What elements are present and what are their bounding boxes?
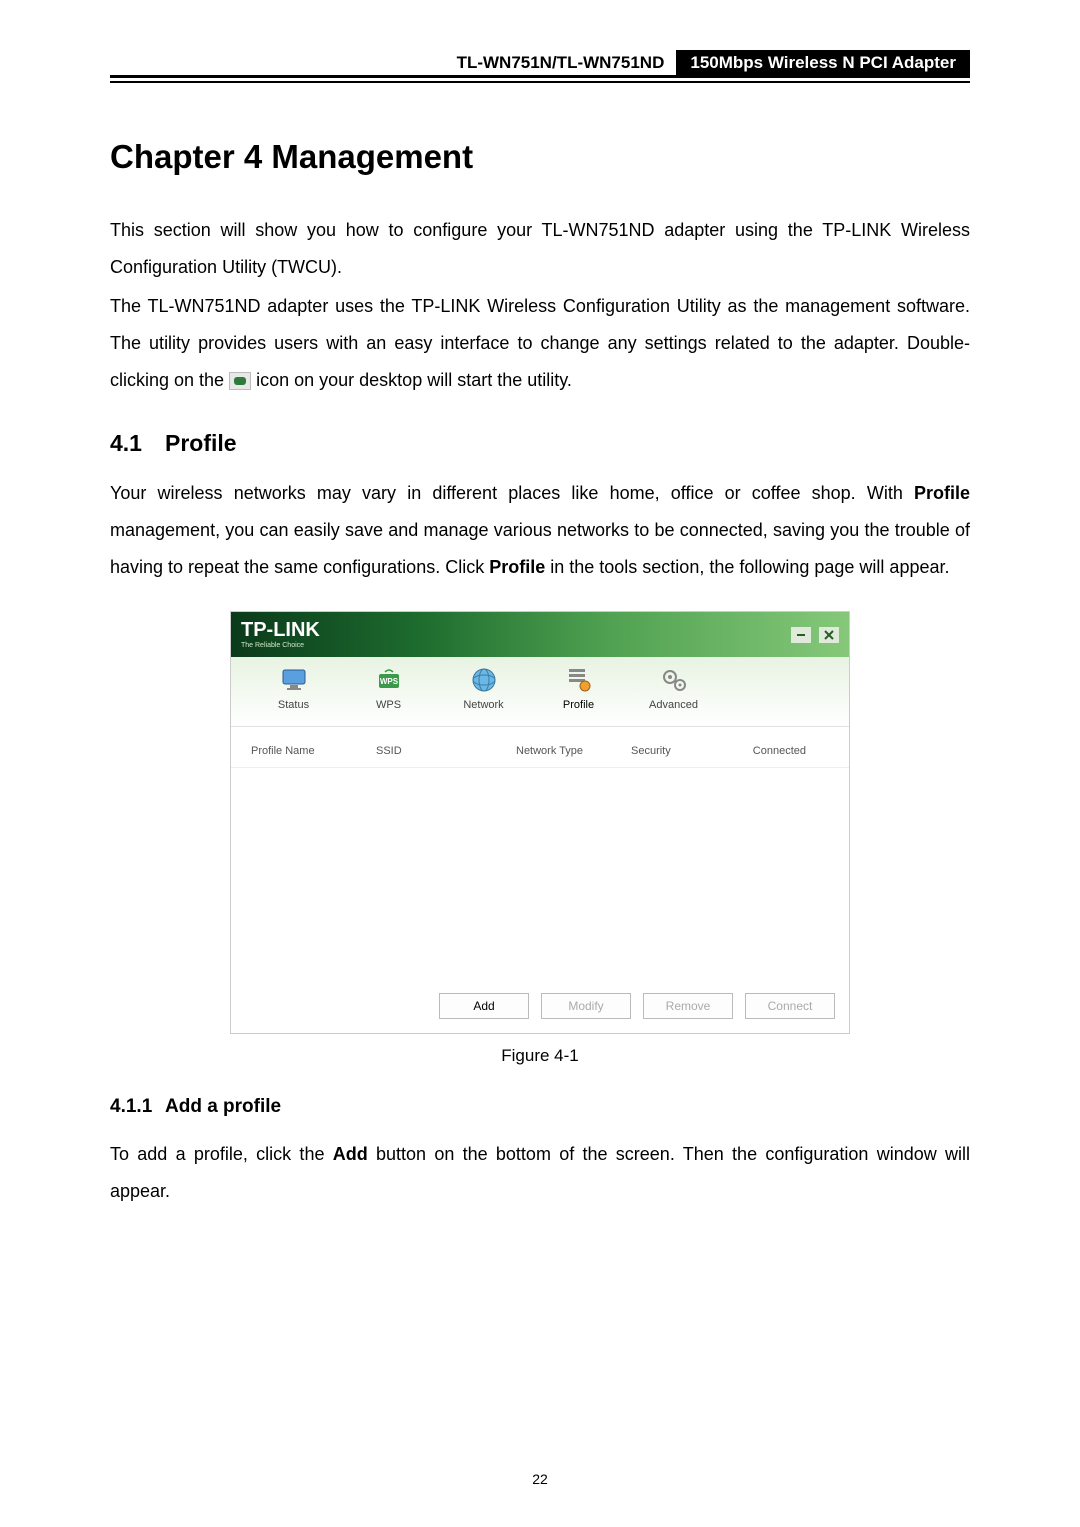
gears-icon bbox=[659, 665, 689, 695]
intro-paragraph-1: This section will show you how to config… bbox=[110, 212, 970, 286]
col-profile-name: Profile Name bbox=[251, 745, 376, 757]
section-title: Profile bbox=[165, 430, 237, 456]
globe-icon bbox=[469, 665, 499, 695]
tab-advanced[interactable]: Advanced bbox=[626, 665, 721, 726]
list-gear-icon bbox=[564, 665, 594, 695]
add-button[interactable]: Add bbox=[439, 993, 529, 1019]
tab-status[interactable]: Status bbox=[246, 665, 341, 726]
intro-paragraph-2: The TL-WN751ND adapter uses the TP-LINK … bbox=[110, 288, 970, 399]
chapter-heading: Chapter 4 Management bbox=[110, 138, 970, 176]
minimize-button[interactable] bbox=[791, 627, 811, 643]
profile-table-body bbox=[231, 768, 849, 983]
header-model: TL-WN751N/TL-WN751ND bbox=[110, 50, 676, 75]
col-connected: Connected bbox=[726, 745, 806, 757]
profile-bold-2: Profile bbox=[489, 557, 545, 577]
tab-network-label: Network bbox=[463, 699, 503, 711]
tab-profile[interactable]: Profile bbox=[531, 665, 626, 726]
header-rule bbox=[110, 81, 970, 83]
figure-caption: Figure 4-1 bbox=[110, 1046, 970, 1066]
tab-advanced-label: Advanced bbox=[649, 699, 698, 711]
brand-logo-text: TP-LINK bbox=[241, 620, 320, 640]
col-ssid: SSID bbox=[376, 745, 516, 757]
tab-status-label: Status bbox=[278, 699, 309, 711]
section-number: 4.1 bbox=[110, 430, 165, 457]
svg-text:WPS: WPS bbox=[379, 677, 398, 686]
monitor-icon bbox=[279, 665, 309, 695]
window-controls bbox=[791, 627, 839, 643]
modify-button[interactable]: Modify bbox=[541, 993, 631, 1019]
tab-network[interactable]: Network bbox=[436, 665, 531, 726]
section-heading-profile: 4.1Profile bbox=[110, 430, 970, 457]
profile-bold-1: Profile bbox=[914, 483, 970, 503]
page-number: 22 bbox=[0, 1471, 1080, 1487]
header-product: 150Mbps Wireless N PCI Adapter bbox=[676, 50, 970, 75]
profile-paragraph: Your wireless networks may vary in diffe… bbox=[110, 475, 970, 586]
close-button[interactable] bbox=[819, 627, 839, 643]
twcu-window: TP-LINK The Reliable Choice Status bbox=[230, 611, 850, 1034]
col-security: Security bbox=[631, 745, 726, 757]
desktop-utility-icon bbox=[229, 372, 251, 390]
tab-profile-label: Profile bbox=[563, 699, 594, 711]
addp-bold: Add bbox=[333, 1144, 368, 1164]
document-header: TL-WN751N/TL-WN751ND 150Mbps Wireless N … bbox=[110, 50, 970, 78]
profile-table-header: Profile Name SSID Network Type Security … bbox=[231, 727, 849, 768]
wps-icon: WPS bbox=[374, 665, 404, 695]
titlebar: TP-LINK The Reliable Choice bbox=[231, 612, 849, 657]
profile-p-a: Your wireless networks may vary in diffe… bbox=[110, 483, 914, 503]
window-footer: Add Modify Remove Connect bbox=[231, 983, 849, 1033]
tab-wps-label: WPS bbox=[376, 699, 401, 711]
add-profile-paragraph: To add a profile, click the Add button o… bbox=[110, 1136, 970, 1210]
connect-button[interactable]: Connect bbox=[745, 993, 835, 1019]
remove-button[interactable]: Remove bbox=[643, 993, 733, 1019]
profile-p-d: in the tools section, the following page… bbox=[545, 557, 949, 577]
col-network-type: Network Type bbox=[516, 745, 631, 757]
brand-block: TP-LINK The Reliable Choice bbox=[241, 620, 320, 649]
subsection-title: Add a profile bbox=[165, 1096, 281, 1117]
tab-wps[interactable]: WPS WPS bbox=[341, 665, 436, 726]
addp-a: To add a profile, click the bbox=[110, 1144, 333, 1164]
subsection-heading: 4.1.1Add a profile bbox=[110, 1096, 970, 1118]
intro-p2-b: icon on your desktop will start the util… bbox=[256, 370, 572, 390]
subsection-number: 4.1.1 bbox=[110, 1096, 165, 1118]
tab-strip: Status WPS WPS Network Profile bbox=[231, 657, 849, 727]
brand-tagline: The Reliable Choice bbox=[241, 642, 320, 649]
